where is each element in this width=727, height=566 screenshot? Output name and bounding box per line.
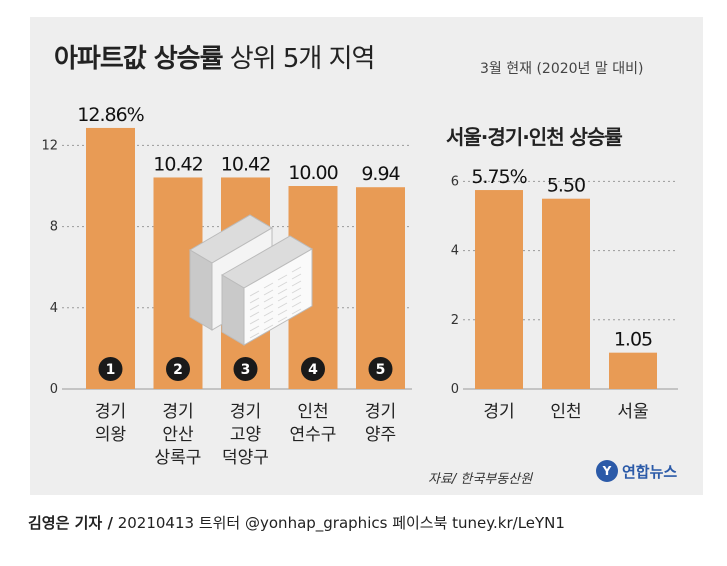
y-tick-label: 12 xyxy=(41,138,58,153)
rank-badge xyxy=(166,357,190,381)
x-category-label: 경기 xyxy=(365,402,396,422)
bar-value-label: 5.50 xyxy=(547,175,585,197)
rank-badge-number: 1 xyxy=(106,362,116,378)
bar xyxy=(86,127,135,389)
y-tick-label: 0 xyxy=(451,382,459,397)
title-light: 상위 5개 지역 xyxy=(229,44,376,74)
page-subtitle: 3월 현재 (2020년 말 대비) xyxy=(480,61,644,77)
chart2-title: 서울·경기·인천 상승률 xyxy=(446,125,623,149)
reporter-name: 김영은 기자 / xyxy=(28,514,113,532)
page-title: 아파트값 상승률 상위 5개 지역 xyxy=(54,38,376,75)
bar xyxy=(475,190,523,389)
title-bold: 아파트값 상승률 xyxy=(54,44,223,74)
rank-badge-number: 5 xyxy=(376,362,386,378)
y-tick-label: 4 xyxy=(451,244,459,259)
x-category-label: 덕양구 xyxy=(222,448,269,468)
yonhap-logo: Y 연합뉴스 xyxy=(596,460,677,482)
bar-value-label: 9.94 xyxy=(361,163,400,185)
y-tick-label: 6 xyxy=(451,174,459,189)
rank-badge-number: 4 xyxy=(308,362,318,378)
x-category-label: 양주 xyxy=(365,425,396,445)
bar xyxy=(356,187,405,389)
x-category-label: 연수구 xyxy=(290,425,337,445)
x-category-label: 경기 xyxy=(230,402,261,422)
rank-badge-number: 2 xyxy=(173,362,183,378)
credit-line: 김영은 기자 / 20210413 트위터 @yonhap_graphics 페… xyxy=(28,512,565,533)
y-tick-label: 4 xyxy=(50,301,58,316)
yonhap-logo-icon: Y xyxy=(596,460,618,482)
rank-badge xyxy=(98,357,123,381)
bar-value-label: 10.42 xyxy=(153,153,202,175)
x-category-label: 의왕 xyxy=(95,425,126,445)
apartment-building-illustration xyxy=(189,214,313,346)
x-category-label: 인천 xyxy=(550,402,581,422)
credit-details: 20210413 트위터 @yonhap_graphics 페이스북 tuney… xyxy=(117,514,565,532)
rank-badge-number: 3 xyxy=(241,362,251,378)
rank-badge xyxy=(301,357,325,381)
chart-2: 0 2 4 6 5.75% 경기 5.50 인천 1.05 서울 xyxy=(451,166,678,422)
bar-value-label: 10.42 xyxy=(221,153,270,175)
data-source: 자료/ 한국부동산원 xyxy=(428,472,533,487)
x-category-label: 고양 xyxy=(230,425,261,445)
rank-badge xyxy=(233,357,258,381)
bar-value-label: 5.75% xyxy=(471,166,526,188)
x-category-label: 안산 xyxy=(162,425,194,445)
x-category-label: 인천 xyxy=(297,402,328,422)
bar xyxy=(542,198,590,389)
x-category-label: 경기 xyxy=(483,402,514,422)
x-category-label: 경기 xyxy=(162,402,193,422)
x-category-label: 상록구 xyxy=(155,448,202,468)
x-category-label: 경기 xyxy=(95,402,126,422)
y-tick-label: 2 xyxy=(451,313,459,328)
x-category-label: 서울 xyxy=(617,402,648,422)
bar-value-label: 10.00 xyxy=(288,162,337,184)
bar-value-label: 12.86% xyxy=(77,104,143,126)
y-tick-label: 8 xyxy=(50,220,58,235)
bar-value-label: 1.05 xyxy=(614,329,652,351)
yonhap-logo-text: 연합뉴스 xyxy=(622,462,678,481)
y-tick-label: 0 xyxy=(50,382,58,397)
bar xyxy=(609,352,657,389)
rank-badge xyxy=(368,357,393,381)
